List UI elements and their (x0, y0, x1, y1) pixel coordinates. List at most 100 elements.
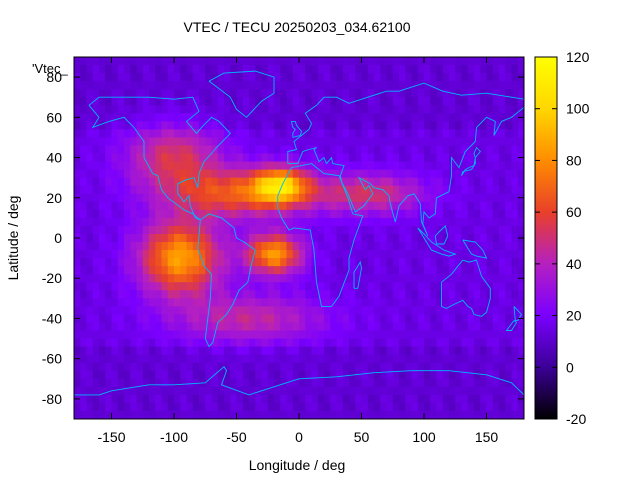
heatmap-cell (236, 137, 244, 146)
heatmap-cell (405, 298, 412, 307)
heatmap-cell (211, 161, 219, 171)
heatmap-cell (480, 394, 487, 404)
heatmap-cell (99, 330, 106, 339)
heatmap-cell (486, 306, 494, 315)
heatmap-cell (249, 137, 256, 146)
heatmap-cell (330, 346, 337, 356)
heatmap-cell (217, 185, 225, 195)
heatmap-cell (399, 338, 406, 347)
heatmap-cell (242, 57, 250, 66)
heatmap-cell (324, 217, 331, 227)
heatmap-cell (186, 306, 194, 315)
heatmap-cell (374, 153, 381, 162)
heatmap-cell (449, 217, 456, 227)
heatmap-cell (511, 338, 519, 347)
heatmap-cell (517, 201, 524, 211)
heatmap-cell (167, 65, 175, 74)
heatmap-cell (330, 145, 337, 154)
heatmap-cell (399, 65, 406, 74)
heatmap-cell (411, 362, 419, 372)
heatmap-cell (286, 177, 294, 187)
heatmap-cell (374, 258, 381, 267)
heatmap-cell (486, 346, 494, 356)
heatmap-cell (317, 73, 325, 82)
heatmap-cell (105, 225, 112, 235)
heatmap-cell (74, 81, 81, 90)
heatmap-cell (74, 145, 81, 154)
heatmap-cell (411, 386, 419, 396)
heatmap-cell (217, 113, 225, 122)
heatmap-cell (230, 386, 237, 396)
heatmap-cell (367, 330, 375, 339)
heatmap-cell (167, 105, 175, 114)
heatmap-cell (267, 330, 275, 339)
heatmap-cell (249, 121, 256, 130)
heatmap-cell (511, 354, 519, 364)
heatmap-cell (355, 306, 362, 315)
heatmap-cell (174, 282, 181, 291)
heatmap-cell (505, 314, 512, 323)
heatmap-cell (349, 169, 356, 179)
heatmap-cell (92, 298, 100, 307)
heatmap-cell (224, 121, 231, 130)
heatmap-cell (480, 330, 487, 339)
heatmap-cell (292, 201, 300, 211)
heatmap-cell (236, 225, 244, 235)
heatmap-cell (299, 233, 306, 243)
heatmap-cell (205, 81, 212, 90)
heatmap-cell (405, 258, 412, 267)
heatmap-cell (342, 242, 350, 251)
heatmap-cell (480, 137, 487, 146)
heatmap-cell (492, 185, 500, 195)
y-tick-label: 20 (46, 190, 62, 206)
heatmap-cell (161, 57, 169, 66)
heatmap-cell (461, 258, 469, 267)
heatmap-cell (99, 129, 106, 138)
heatmap-cell (130, 145, 137, 154)
heatmap-cell (336, 250, 344, 259)
heatmap-cell (136, 193, 144, 203)
heatmap-cell (367, 161, 375, 171)
heatmap-cell (355, 346, 362, 356)
heatmap-cell (230, 346, 237, 356)
heatmap-cell (111, 274, 119, 283)
heatmap-cell (267, 233, 275, 243)
heatmap-cell (474, 362, 481, 372)
heatmap-cell (80, 193, 87, 203)
heatmap-cell (180, 225, 187, 235)
heatmap-cell (324, 113, 331, 122)
heatmap-cell (174, 153, 181, 162)
heatmap-cell (117, 402, 125, 412)
heatmap-cell (111, 81, 119, 90)
heatmap-cell (80, 378, 87, 388)
heatmap-cell (167, 322, 175, 331)
heatmap-cell (380, 330, 387, 339)
heatmap-cell (224, 201, 231, 211)
heatmap-cell (517, 242, 524, 251)
heatmap-cell (155, 250, 162, 259)
heatmap-cell (149, 65, 156, 74)
heatmap-cell (180, 282, 187, 291)
heatmap-cell (292, 89, 300, 98)
heatmap-cell (211, 57, 219, 66)
heatmap-cell (305, 217, 312, 227)
heatmap-cell (449, 370, 456, 380)
heatmap-cell (311, 306, 319, 315)
heatmap-cell (442, 161, 450, 171)
heatmap-cell (274, 65, 281, 74)
heatmap-cell (142, 65, 150, 74)
heatmap-cell (80, 57, 87, 66)
heatmap-cell (480, 298, 487, 307)
heatmap-cell (124, 81, 131, 90)
heatmap-cell (417, 322, 425, 331)
heatmap-cell (292, 410, 300, 419)
heatmap-cell (392, 258, 400, 267)
heatmap-cell (255, 177, 262, 187)
heatmap-cell (192, 266, 200, 275)
heatmap-cell (236, 145, 244, 154)
heatmap-cell (136, 322, 144, 331)
heatmap-cell (411, 274, 419, 283)
heatmap-cell (374, 410, 381, 419)
heatmap-cell (161, 145, 169, 154)
heatmap-cell (455, 394, 462, 404)
